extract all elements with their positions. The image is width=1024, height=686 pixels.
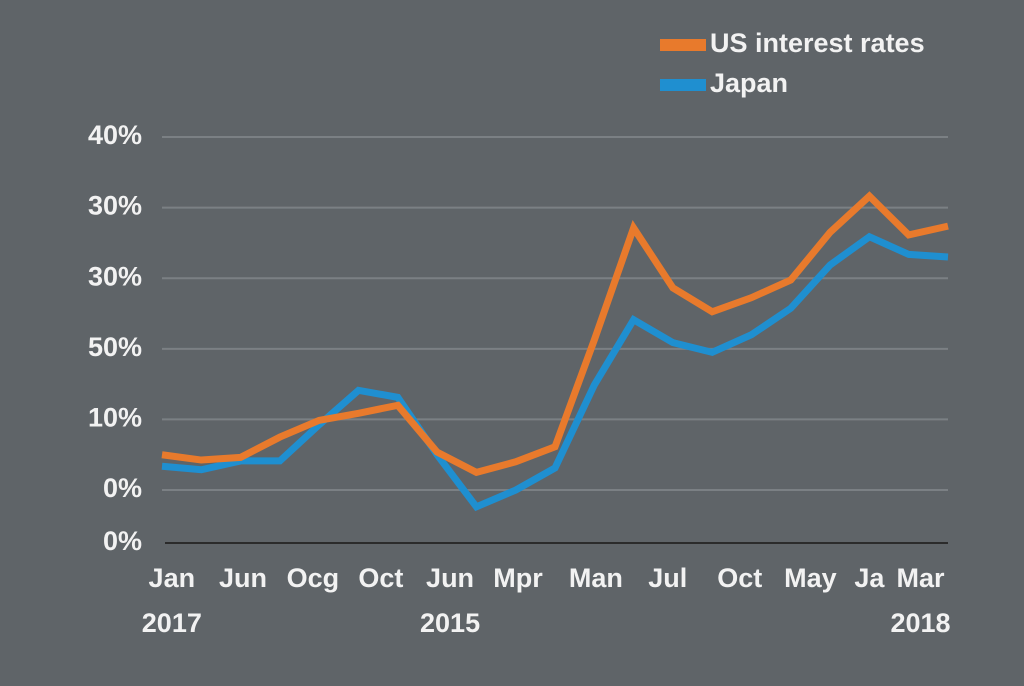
year-label: 2015: [420, 608, 480, 638]
x-tick-label: Ocg: [287, 563, 340, 593]
x-tick-label: May: [784, 563, 837, 593]
x-tick-label: Jul: [648, 563, 687, 593]
x-tick-label: Oct: [358, 563, 403, 593]
x-tick-label: Mpr: [493, 563, 543, 593]
year-label: 2018: [890, 608, 950, 638]
x-tick-label: Ja: [854, 563, 885, 593]
legend-label: US interest rates: [710, 28, 925, 58]
x-tick-label: Mar: [896, 563, 945, 593]
x-tick-label: Jun: [426, 563, 474, 593]
year-label: 2017: [142, 608, 202, 638]
line-series: [161, 232, 949, 512]
y-tick-label: 10%: [88, 403, 142, 433]
y-tick-label: 0%: [103, 473, 142, 503]
legend-label: Japan: [710, 68, 788, 98]
y-tick-label: 30%: [88, 261, 142, 291]
x-tick-label: Jun: [219, 563, 267, 593]
x-tick-label: Jan: [149, 563, 196, 593]
y-tick-label: 40%: [88, 120, 142, 150]
x-tick-label: Oct: [717, 563, 762, 593]
line-series: [161, 191, 949, 477]
y-tick-label: 30%: [88, 191, 142, 221]
y-tick-label: 0%: [103, 526, 142, 556]
y-tick-label: 50%: [88, 332, 142, 362]
x-tick-label: Man: [569, 563, 623, 593]
